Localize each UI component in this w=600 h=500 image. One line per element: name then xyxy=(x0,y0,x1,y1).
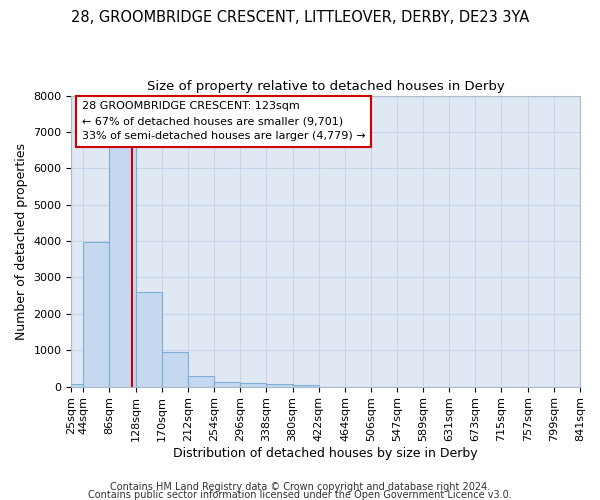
Title: Size of property relative to detached houses in Derby: Size of property relative to detached ho… xyxy=(147,80,505,93)
Bar xyxy=(188,376,214,386)
Y-axis label: Number of detached properties: Number of detached properties xyxy=(15,142,28,340)
Text: 28, GROOMBRIDGE CRESCENT, LITTLEOVER, DERBY, DE23 3YA: 28, GROOMBRIDGE CRESCENT, LITTLEOVER, DE… xyxy=(71,10,529,25)
Bar xyxy=(136,292,162,386)
Bar xyxy=(83,242,109,386)
Bar xyxy=(109,146,136,386)
Bar xyxy=(71,384,83,386)
Text: 28 GROOMBRIDGE CRESCENT: 123sqm
← 67% of detached houses are smaller (9,701)
33%: 28 GROOMBRIDGE CRESCENT: 123sqm ← 67% of… xyxy=(82,102,365,141)
Bar xyxy=(266,384,293,386)
Bar xyxy=(241,383,266,386)
Bar xyxy=(214,382,241,386)
Text: Contains HM Land Registry data © Crown copyright and database right 2024.: Contains HM Land Registry data © Crown c… xyxy=(110,482,490,492)
Text: Contains public sector information licensed under the Open Government Licence v3: Contains public sector information licen… xyxy=(88,490,512,500)
X-axis label: Distribution of detached houses by size in Derby: Distribution of detached houses by size … xyxy=(173,447,478,460)
Bar xyxy=(162,352,188,386)
Bar xyxy=(293,385,319,386)
